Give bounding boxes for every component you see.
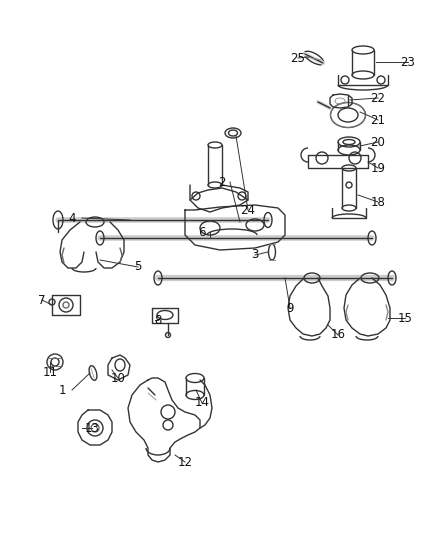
Text: 15: 15 (398, 311, 413, 325)
Text: 11: 11 (42, 366, 57, 378)
Text: 16: 16 (331, 328, 346, 342)
Text: 9: 9 (286, 302, 294, 314)
Text: 7: 7 (38, 294, 46, 306)
Text: 20: 20 (371, 135, 385, 149)
Text: 19: 19 (371, 161, 385, 174)
Text: 13: 13 (85, 422, 99, 434)
Text: 22: 22 (371, 92, 385, 104)
Text: 14: 14 (194, 397, 209, 409)
Text: 1: 1 (58, 384, 66, 397)
Text: 18: 18 (371, 196, 385, 208)
Text: 21: 21 (371, 114, 385, 126)
Text: 25: 25 (290, 52, 305, 64)
Text: 5: 5 (134, 261, 141, 273)
Text: 6: 6 (198, 225, 206, 238)
Text: 10: 10 (110, 372, 125, 384)
Text: 8: 8 (154, 313, 162, 327)
Text: 3: 3 (251, 248, 259, 262)
Text: 12: 12 (177, 456, 192, 469)
Text: 4: 4 (68, 212, 76, 224)
Text: 2: 2 (218, 175, 226, 189)
Text: 24: 24 (240, 204, 255, 216)
Text: 23: 23 (401, 55, 415, 69)
